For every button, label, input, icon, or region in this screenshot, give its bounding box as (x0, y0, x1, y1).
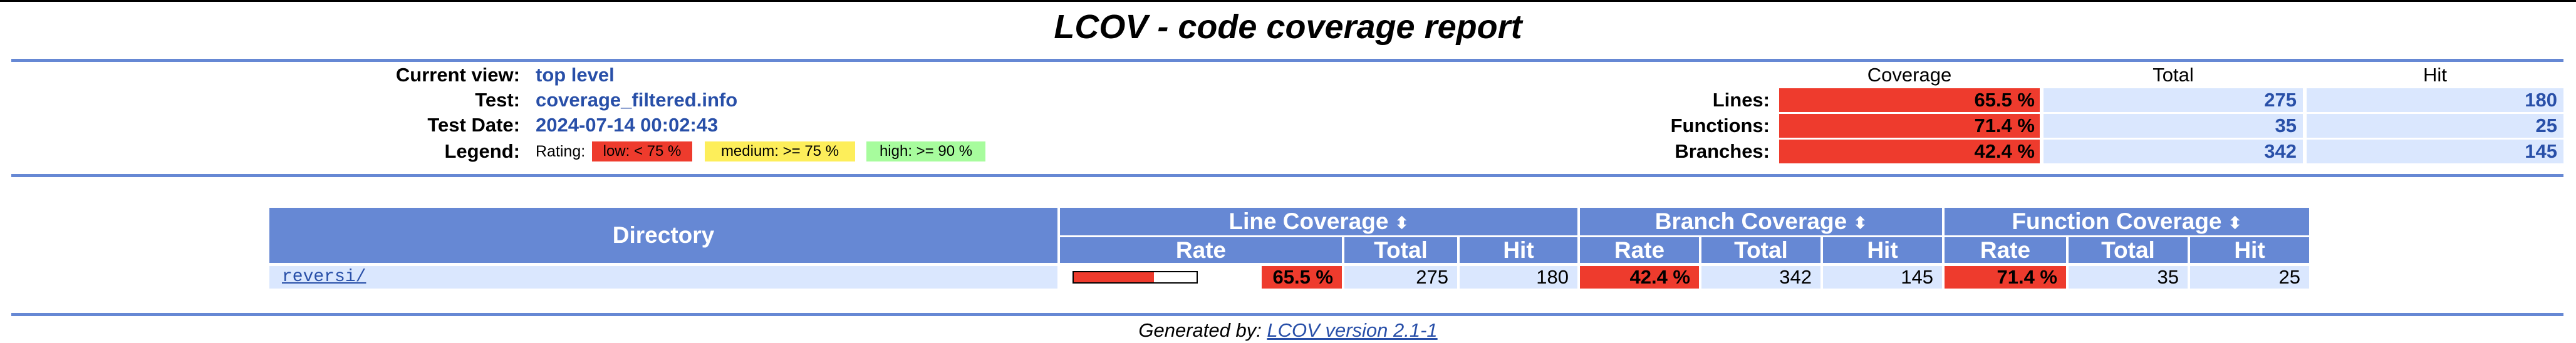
summary-lines-hit: 180 (2307, 88, 2563, 112)
summary-functions-hit: 25 (2307, 114, 2563, 138)
function-rate-value: 71.4 % (1945, 266, 2066, 289)
line-total-header: Total (1344, 237, 1457, 263)
line-hit-header: Hit (1460, 237, 1577, 263)
rating-label: Rating: (536, 143, 586, 160)
line-coverage-bar-fill (1074, 272, 1155, 282)
line-coverage-bar (1072, 271, 1198, 284)
info-test: Test: coverage_filtered.info (0, 88, 1253, 113)
sort-icon[interactable]: ⬍ (1853, 213, 1867, 233)
summary-branches-total: 342 (2044, 140, 2303, 163)
header-rule-bottom (11, 174, 2563, 177)
page-title: LCOV - code coverage report (1054, 8, 1522, 46)
summary-coverage-header: Coverage (1867, 64, 1952, 86)
line-rate-value: 65.5 % (1262, 266, 1342, 289)
branch-total-value: 342 (1701, 266, 1820, 289)
line-rate-header: Rate (1060, 237, 1342, 263)
test-date-label: Test Date: (427, 114, 520, 136)
line-coverage-header[interactable]: Line Coverage ⬍ (1060, 208, 1577, 235)
test-label: Test: (475, 89, 520, 111)
summary-functions-total: 35 (2044, 114, 2303, 138)
summary-branches-hit: 145 (2307, 140, 2563, 163)
branch-coverage-header[interactable]: Branch Coverage ⬍ (1580, 208, 1942, 235)
top-border (0, 0, 2576, 2)
line-hit-value: 180 (1460, 266, 1577, 289)
footer: Generated by: LCOV version 2.1-1 (0, 318, 2576, 343)
branch-rate-value: 42.4 % (1580, 266, 1699, 289)
test-value: coverage_filtered.info (536, 89, 738, 111)
info-legend: Legend: Rating: low: < 75 % medium: >= 7… (0, 139, 1253, 164)
branch-total-header: Total (1701, 237, 1820, 263)
sort-icon[interactable]: ⬍ (2228, 213, 2242, 233)
summary-functions-label: Functions: (1670, 115, 1770, 136)
function-hit-header: Hit (2190, 237, 2309, 263)
summary-branches-coverage: 42.4 % (1779, 140, 2040, 163)
branch-rate-header: Rate (1580, 237, 1699, 263)
branch-coverage-label: Branch Coverage (1654, 208, 1847, 234)
summary-lines-coverage: 65.5 % (1779, 88, 2040, 112)
branch-hit-header: Hit (1823, 237, 1942, 263)
summary-lines-total: 275 (2044, 88, 2303, 112)
function-coverage-header[interactable]: Function Coverage ⬍ (1945, 208, 2309, 235)
generated-by-text: Generated by: (1138, 319, 1267, 341)
sort-icon[interactable]: ⬍ (1394, 213, 1409, 233)
current-view-value: top level (536, 64, 615, 86)
directory-column-header: Directory (269, 208, 1057, 263)
function-rate-header: Rate (1945, 237, 2066, 263)
function-total-value: 35 (2069, 266, 2188, 289)
legend-medium-badge: medium: >= 75 % (705, 141, 855, 161)
legend-label: Legend: (444, 140, 520, 162)
line-total-value: 275 (1344, 266, 1457, 289)
directory-link-reversi[interactable]: reversi/ (269, 266, 1057, 289)
legend-low-badge: low: < 75 % (592, 141, 692, 161)
header-rule-top (11, 59, 2563, 62)
summary-lines-label: Lines: (1712, 89, 1770, 111)
line-coverage-bar-cell (1060, 266, 1259, 289)
summary-functions-coverage: 71.4 % (1779, 114, 2040, 138)
current-view-label: Current view: (395, 64, 520, 86)
summary-hit-header: Hit (2423, 64, 2447, 86)
function-hit-value: 25 (2190, 266, 2309, 289)
function-coverage-label: Function Coverage (2012, 208, 2222, 234)
info-current-view: Current view: top level (0, 63, 1253, 88)
summary-branches-label: Branches: (1675, 140, 1770, 162)
lcov-version-link[interactable]: LCOV version 2.1-1 (1267, 319, 1438, 341)
function-total-header: Total (2069, 237, 2188, 263)
branch-hit-value: 145 (1823, 266, 1942, 289)
test-date-value: 2024-07-14 00:02:43 (536, 114, 719, 136)
footer-rule (11, 313, 2563, 316)
summary-total-header: Total (2153, 64, 2194, 86)
legend-high-badge: high: >= 90 % (866, 141, 985, 161)
line-coverage-label: Line Coverage (1228, 208, 1389, 234)
info-test-date: Test Date: 2024-07-14 00:02:43 (0, 113, 1253, 138)
